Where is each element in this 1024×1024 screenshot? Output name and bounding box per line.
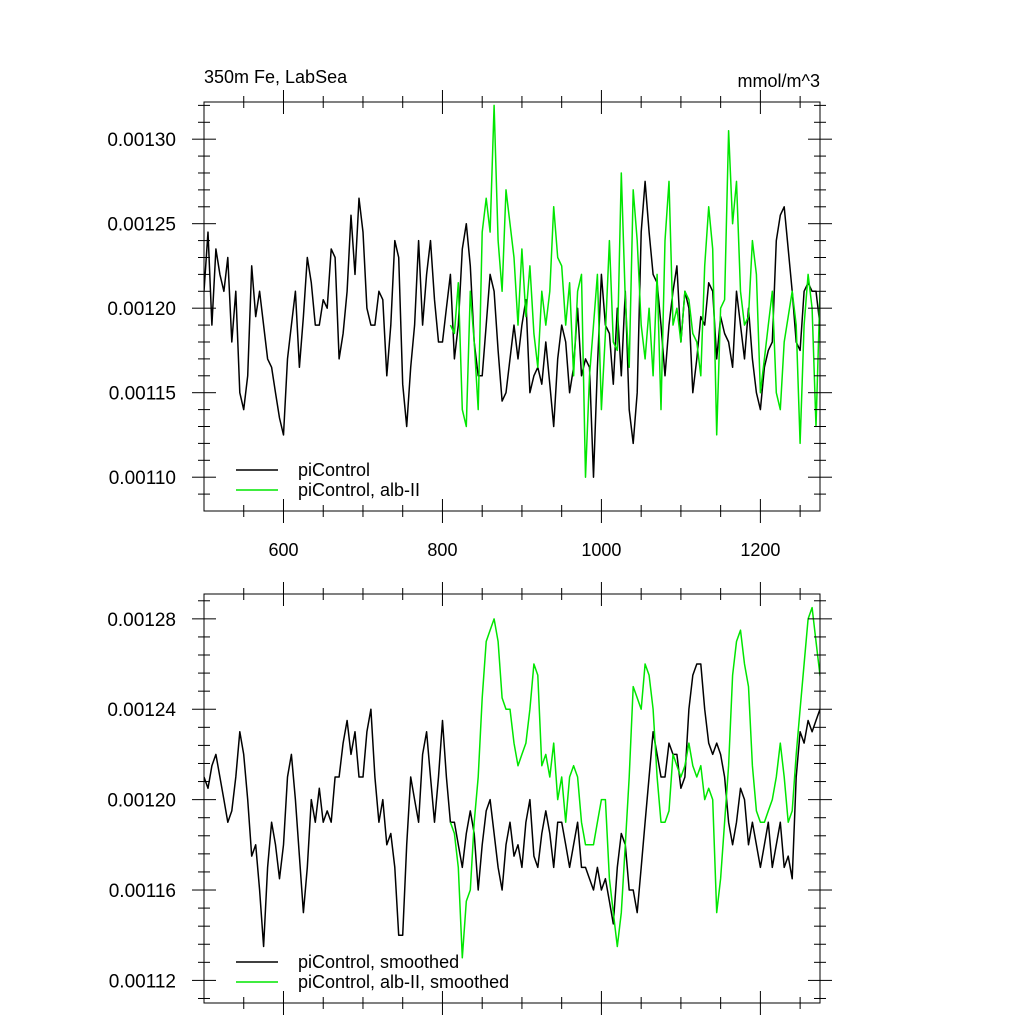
plot-frame: [203, 101, 821, 512]
y-tick-label: 0.00120: [107, 791, 176, 812]
top-series-layer: [204, 104, 820, 478]
bottom-axes: 0.00128 0.00124 0.00120 0.00116 0.00112: [107, 582, 832, 1015]
y-tick-label: 0.00124: [107, 700, 176, 721]
plot-frame: [203, 593, 821, 1004]
series-line-bottom-0: [204, 663, 820, 948]
legend-label-picontrol: piControl: [298, 460, 370, 480]
bottom-panel: 0.00128 0.00124 0.00120 0.00116 0.00112 piCo…: [107, 582, 832, 1015]
legend-label-alb-ii: piControl, alb-II: [298, 480, 420, 500]
y-tick-label: 0.00115: [109, 384, 176, 405]
y-tick-label: 0.00120: [107, 299, 176, 320]
y-tick-label: 0.00130: [107, 130, 176, 151]
bottom-series-layer: [204, 606, 820, 959]
y-tick-label: 0.00116: [109, 881, 176, 902]
series-line-top-0: [204, 180, 820, 478]
legend-label-picontrol-smoothed: piControl, smoothed: [298, 952, 459, 972]
top-axes: 600 800 1000 1200 0.00130 0.00125 0.00120 0.001…: [107, 90, 832, 560]
series-line-bottom-1: [449, 606, 820, 959]
x-tick-label: 1200: [740, 540, 780, 560]
x-tick-label: 1000: [581, 540, 621, 560]
legend-label-alb-ii-smoothed: piControl, alb-II, smoothed: [298, 972, 509, 992]
top-panel: 350m Fe, LabSea mmol/m^3 600 800 1000 1200 0…: [107, 67, 832, 560]
series-line-top-1: [449, 104, 820, 478]
top-legend: piControl piControl, alb-II: [236, 460, 420, 500]
x-tick-label: 600: [268, 540, 298, 560]
y-tick-label: 0.00128: [107, 610, 176, 631]
y-tick-label: 0.00125: [107, 215, 176, 236]
panel-title: 350m Fe, LabSea: [204, 67, 348, 87]
y-tick-label: 0.00112: [109, 971, 176, 992]
bottom-legend: piControl, smoothed piControl, alb-II, s…: [236, 952, 509, 992]
units-label: mmol/m^3: [738, 71, 820, 91]
x-tick-label: 800: [427, 540, 457, 560]
y-tick-label: 0.00110: [109, 468, 176, 489]
